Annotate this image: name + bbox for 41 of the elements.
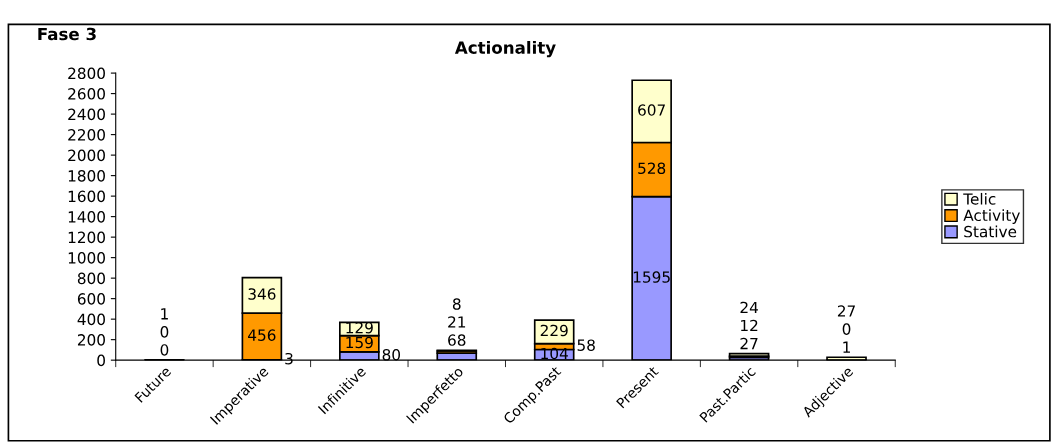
data-label: 0 bbox=[160, 326, 169, 338]
data-label: 0 bbox=[842, 323, 851, 335]
legend-label: Activity bbox=[963, 209, 1020, 225]
y-tick-label: 2200 bbox=[68, 129, 105, 141]
data-label: 27 bbox=[837, 305, 855, 317]
data-label: 80 bbox=[382, 348, 401, 361]
data-label: 24 bbox=[740, 301, 758, 314]
y-tick-label: 800 bbox=[77, 272, 105, 285]
y-tick-label: 2600 bbox=[68, 88, 105, 100]
data-label: 607 bbox=[638, 104, 665, 116]
y-tick-label: 2800 bbox=[68, 67, 105, 80]
text: Fase 3 bbox=[38, 27, 96, 41]
legend-label: Telic bbox=[963, 192, 996, 205]
y-tick-label: 0 bbox=[97, 354, 105, 367]
data-label: 12 bbox=[741, 319, 758, 332]
y-tick-label: 1800 bbox=[68, 170, 105, 182]
legend-label: Stative bbox=[964, 225, 1017, 238]
data-label: 0 bbox=[160, 344, 169, 356]
data-label: 8 bbox=[452, 298, 461, 310]
y-tick-label: 2400 bbox=[68, 108, 105, 121]
y-tick-label: 600 bbox=[77, 293, 105, 305]
y-tick-label: 2000 bbox=[68, 149, 105, 162]
data-label: 346 bbox=[248, 288, 276, 300]
chart-title: Actionality bbox=[454, 40, 556, 58]
data-label: 159 bbox=[346, 336, 373, 349]
data-label: 27 bbox=[740, 337, 758, 350]
y-tick-label: 1200 bbox=[68, 231, 105, 244]
y-tick-label: 400 bbox=[77, 313, 105, 326]
data-label: 456 bbox=[248, 329, 276, 341]
y-tick-label: 200 bbox=[77, 334, 105, 346]
data-label: 1 bbox=[843, 341, 850, 353]
data-label: 528 bbox=[638, 162, 666, 174]
data-label: 229 bbox=[540, 324, 568, 337]
y-tick-label: 1400 bbox=[68, 211, 105, 223]
data-label: 1595 bbox=[633, 271, 670, 283]
y-tick-label: 1600 bbox=[68, 190, 105, 203]
y-tick-label: 1000 bbox=[68, 252, 105, 264]
data-label: 1 bbox=[161, 308, 168, 320]
data-label: 58 bbox=[577, 339, 595, 351]
data-label: 68 bbox=[448, 334, 466, 346]
data-label: 21 bbox=[448, 316, 466, 328]
